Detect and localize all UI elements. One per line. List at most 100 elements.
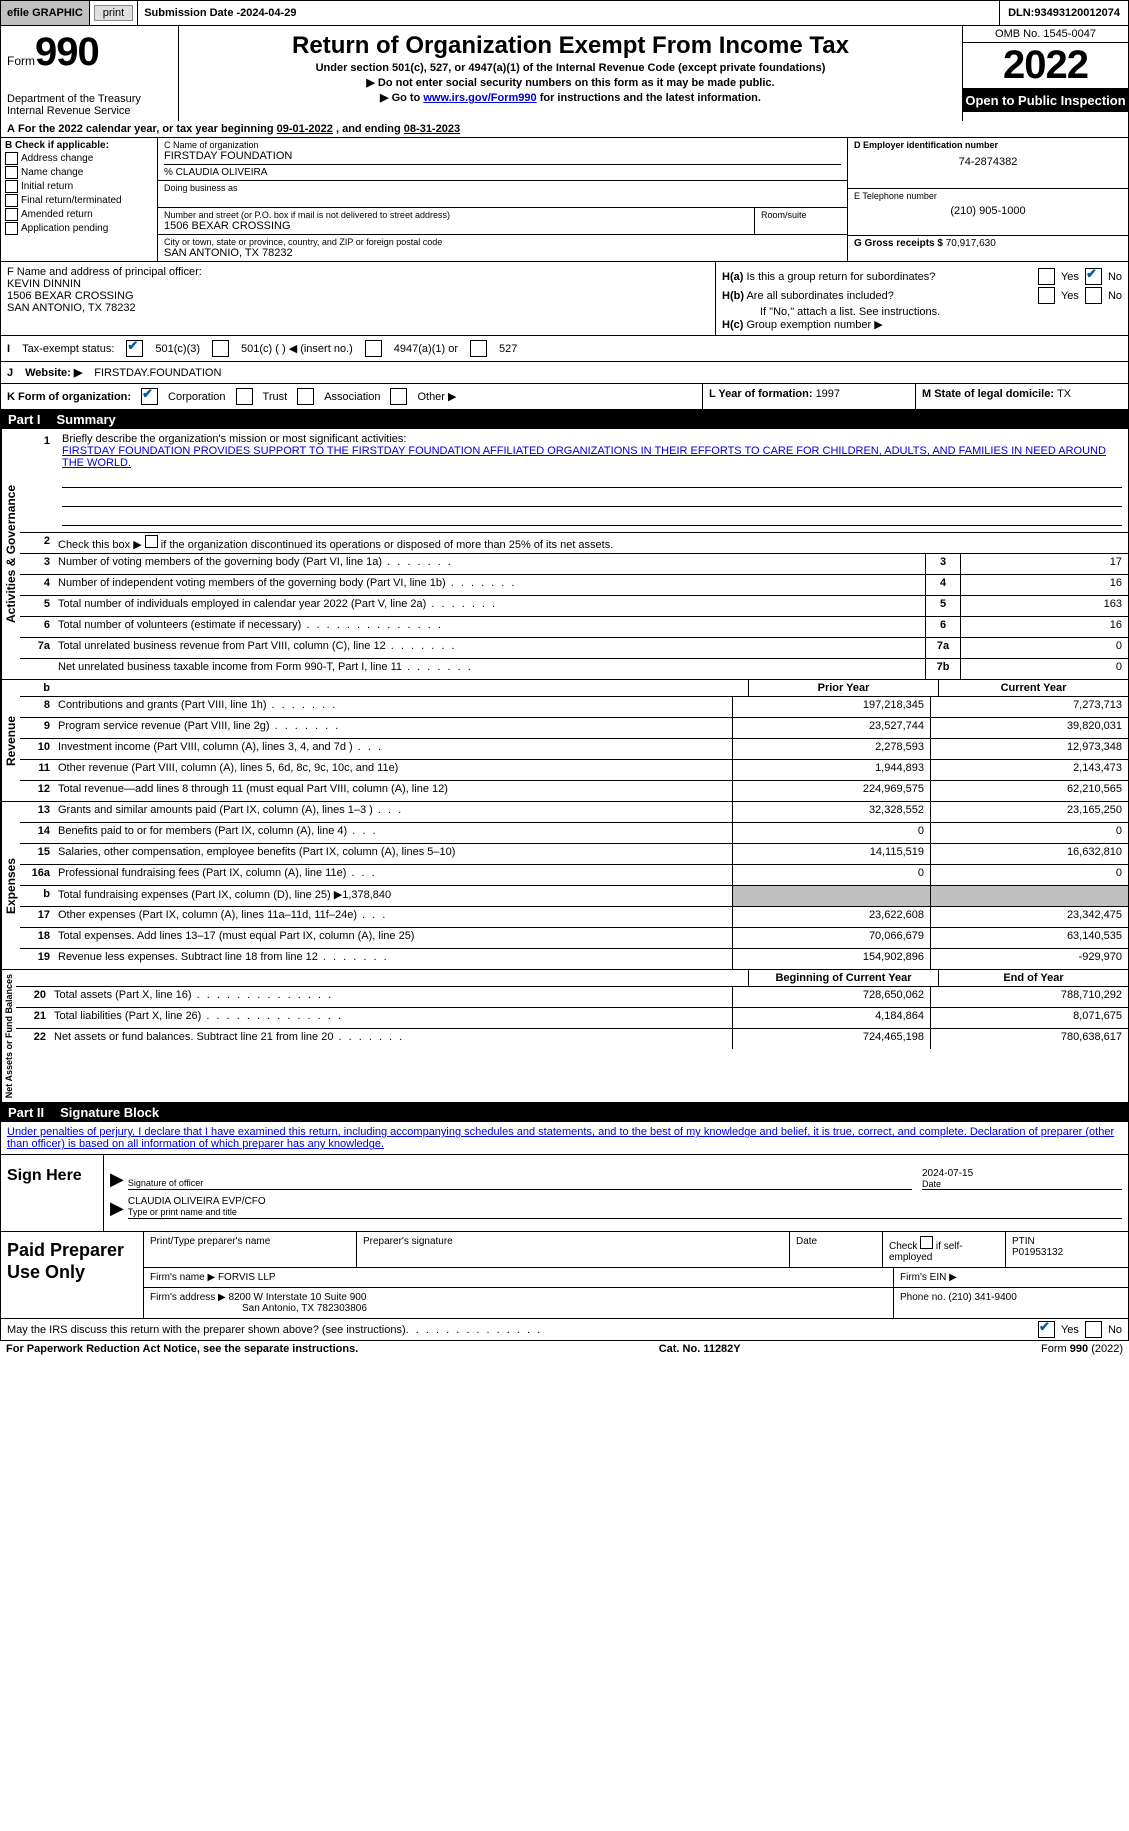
box-f: F Name and address of principal officer:… [1, 262, 716, 335]
col-current-year: Current Year [938, 680, 1128, 696]
form-header: Form 990 Department of the Treasury Inte… [0, 26, 1129, 121]
vert-activities: Activities & Governance [1, 429, 20, 679]
state-domicile: TX [1057, 388, 1071, 400]
header-right: OMB No. 1545-0047 2022 Open to Public In… [962, 26, 1128, 121]
header-left: Form 990 Department of the Treasury Inte… [1, 26, 179, 121]
open-public-badge: Open to Public Inspection [963, 89, 1128, 112]
checkbox-name-change[interactable] [5, 166, 18, 179]
summary-line: 17Other expenses (Part IX, column (A), l… [20, 907, 1128, 928]
sig-intro: Under penalties of perjury, I declare th… [0, 1122, 1129, 1155]
summary-line: 4Number of independent voting members of… [20, 575, 1128, 596]
officer-name: KEVIN DINNIN [7, 278, 709, 290]
ha-yes[interactable] [1038, 268, 1055, 285]
period-row: A For the 2022 calendar year, or tax yea… [0, 121, 1129, 138]
city-state-zip: SAN ANTONIO, TX 78232 [164, 247, 841, 259]
summary-line: 15Salaries, other compensation, employee… [20, 844, 1128, 865]
firm-addr2: San Antonio, TX 782303806 [242, 1303, 367, 1314]
form-number: 990 [35, 30, 99, 75]
hb-yes[interactable] [1038, 287, 1055, 304]
dept-treasury: Department of the Treasury [7, 93, 172, 105]
summary-line: bTotal fundraising expenses (Part IX, co… [20, 886, 1128, 907]
telephone: (210) 905-1000 [854, 205, 1122, 217]
cb-other[interactable] [390, 388, 407, 405]
subtitle-2: ▶ Do not enter social security numbers o… [187, 76, 954, 89]
arrow-icon: ▶ [110, 1169, 124, 1190]
checkbox-amended[interactable] [5, 208, 18, 221]
col-begin-year: Beginning of Current Year [748, 970, 938, 986]
summary-line: 16aProfessional fundraising fees (Part I… [20, 865, 1128, 886]
cb-assoc[interactable] [297, 388, 314, 405]
cb-trust[interactable] [236, 388, 253, 405]
summary-line: 18Total expenses. Add lines 13–17 (must … [20, 928, 1128, 949]
care-of: % CLAUDIA OLIVEIRA [164, 164, 841, 178]
subtitle-3: ▶ Go to www.irs.gov/Form990 for instruct… [187, 91, 954, 104]
expenses-section: Expenses 13Grants and similar amounts pa… [1, 802, 1128, 970]
cb-527[interactable] [470, 340, 487, 357]
discuss-no[interactable] [1085, 1321, 1102, 1338]
submission-date: Submission Date - 2024-04-29 [137, 1, 302, 25]
efile-label: efile GRAPHIC [1, 1, 90, 25]
col-end-year: End of Year [938, 970, 1128, 986]
checkbox-address-change[interactable] [5, 152, 18, 165]
summary-line: 19Revenue less expenses. Subtract line 1… [20, 949, 1128, 969]
gross-receipts: 70,917,630 [946, 238, 996, 249]
footer: For Paperwork Reduction Act Notice, see … [0, 1341, 1129, 1357]
summary-line: 10Investment income (Part VIII, column (… [20, 739, 1128, 760]
summary-line: 11Other revenue (Part VIII, column (A), … [20, 760, 1128, 781]
summary-line: 3Number of voting members of the governi… [20, 554, 1128, 575]
form-title: Return of Organization Exempt From Incom… [187, 32, 954, 60]
sign-date: 2024-07-15 [922, 1168, 1122, 1179]
row-i: I Tax-exempt status: 501(c)(3) 501(c) ( … [0, 336, 1129, 362]
preparer-label: Paid Preparer Use Only [1, 1232, 144, 1318]
preparer-block: Paid Preparer Use Only Print/Type prepar… [0, 1232, 1129, 1319]
summary-line: 12Total revenue—add lines 8 through 11 (… [20, 781, 1128, 801]
section-fh: F Name and address of principal officer:… [0, 262, 1129, 336]
cb-self-employed[interactable] [920, 1236, 933, 1249]
dba [164, 193, 841, 205]
top-bar: efile GRAPHIC print Submission Date - 20… [0, 0, 1129, 26]
summary-line: 20Total assets (Part X, line 16)728,650,… [16, 987, 1128, 1008]
checkbox-app-pending[interactable] [5, 222, 18, 235]
discuss-yes[interactable] [1038, 1321, 1055, 1338]
summary-line: 8Contributions and grants (Part VIII, li… [20, 697, 1128, 718]
revenue-section: Revenue b Prior Year Current Year 8Contr… [1, 680, 1128, 802]
subtitle-1: Under section 501(c), 527, or 4947(a)(1)… [187, 62, 954, 74]
summary-line: Net unrelated business taxable income fr… [20, 659, 1128, 679]
summary-line: 14Benefits paid to or for members (Part … [20, 823, 1128, 844]
summary-line: 7aTotal unrelated business revenue from … [20, 638, 1128, 659]
print-button[interactable]: print [94, 5, 133, 21]
netassets-section: Net Assets or Fund Balances Beginning of… [1, 970, 1128, 1102]
summary-line: 22Net assets or fund balances. Subtract … [16, 1029, 1128, 1049]
firm-phone: (210) 341-9400 [948, 1292, 1016, 1303]
box-c: C Name of organization FIRSTDAY FOUNDATI… [158, 138, 847, 261]
col-prior-year: Prior Year [748, 680, 938, 696]
ein: 74-2874382 [854, 156, 1122, 168]
dln: DLN: 93493120012074 [999, 1, 1128, 25]
summary-line: 9Program service revenue (Part VIII, lin… [20, 718, 1128, 739]
vert-expenses: Expenses [1, 802, 20, 969]
cb-501c[interactable] [212, 340, 229, 357]
hb-no[interactable] [1085, 287, 1102, 304]
checkbox-final-return[interactable] [5, 194, 18, 207]
row-j: J Website: ▶ FIRSTDAY.FOUNDATION [0, 362, 1129, 384]
signer-name: CLAUDIA OLIVEIRA EVP/CFO [128, 1196, 1122, 1207]
header-center: Return of Organization Exempt From Incom… [179, 26, 962, 121]
street-address: 1506 BEXAR CROSSING [164, 220, 748, 232]
cb-4947[interactable] [365, 340, 382, 357]
checkbox-initial-return[interactable] [5, 180, 18, 193]
form-label: Form [7, 54, 35, 68]
ha-no[interactable] [1085, 268, 1102, 285]
vert-netassets: Net Assets or Fund Balances [1, 970, 16, 1102]
org-name: FIRSTDAY FOUNDATION [164, 150, 841, 162]
irs-label: Internal Revenue Service [7, 105, 172, 117]
sign-here-label: Sign Here [1, 1155, 104, 1231]
cb-discontinued[interactable] [145, 535, 158, 548]
box-h: H(a) Is this a group return for subordin… [716, 262, 1128, 335]
form990-link[interactable]: www.irs.gov/Form990 [423, 92, 536, 104]
website: FIRSTDAY.FOUNDATION [94, 367, 221, 379]
mission-text[interactable]: FIRSTDAY FOUNDATION PROVIDES SUPPORT TO … [62, 445, 1106, 469]
summary-line: 5Total number of individuals employed in… [20, 596, 1128, 617]
cb-corp[interactable] [141, 388, 158, 405]
summary-line: 21Total liabilities (Part X, line 26)4,1… [16, 1008, 1128, 1029]
cb-501c3[interactable] [126, 340, 143, 357]
